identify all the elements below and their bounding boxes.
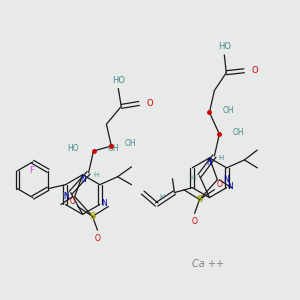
Text: H: H (190, 175, 195, 181)
Text: O: O (70, 197, 76, 206)
Text: N: N (63, 192, 69, 201)
Text: O: O (94, 234, 100, 243)
Text: N: N (228, 182, 233, 191)
Text: OH: OH (222, 106, 234, 115)
Text: N: N (207, 158, 212, 167)
Text: H: H (94, 172, 99, 178)
Text: O: O (251, 66, 258, 75)
Text: O: O (216, 180, 222, 189)
Text: O: O (146, 99, 153, 108)
Text: OH: OH (107, 143, 119, 152)
Text: Ca ++: Ca ++ (192, 260, 224, 269)
Text: OH: OH (232, 128, 244, 137)
Text: HO: HO (67, 143, 79, 152)
Text: H: H (160, 194, 165, 200)
Text: S: S (89, 212, 96, 221)
Text: H: H (219, 155, 224, 161)
Text: S: S (196, 195, 203, 204)
Text: N: N (101, 199, 106, 208)
Text: OH: OH (124, 139, 136, 148)
Text: H: H (62, 192, 68, 198)
Text: HO: HO (112, 76, 125, 85)
Text: O: O (192, 217, 197, 226)
Text: HO: HO (218, 43, 231, 52)
Text: F: F (29, 166, 34, 175)
Text: N: N (223, 175, 229, 184)
Text: N: N (80, 175, 86, 184)
